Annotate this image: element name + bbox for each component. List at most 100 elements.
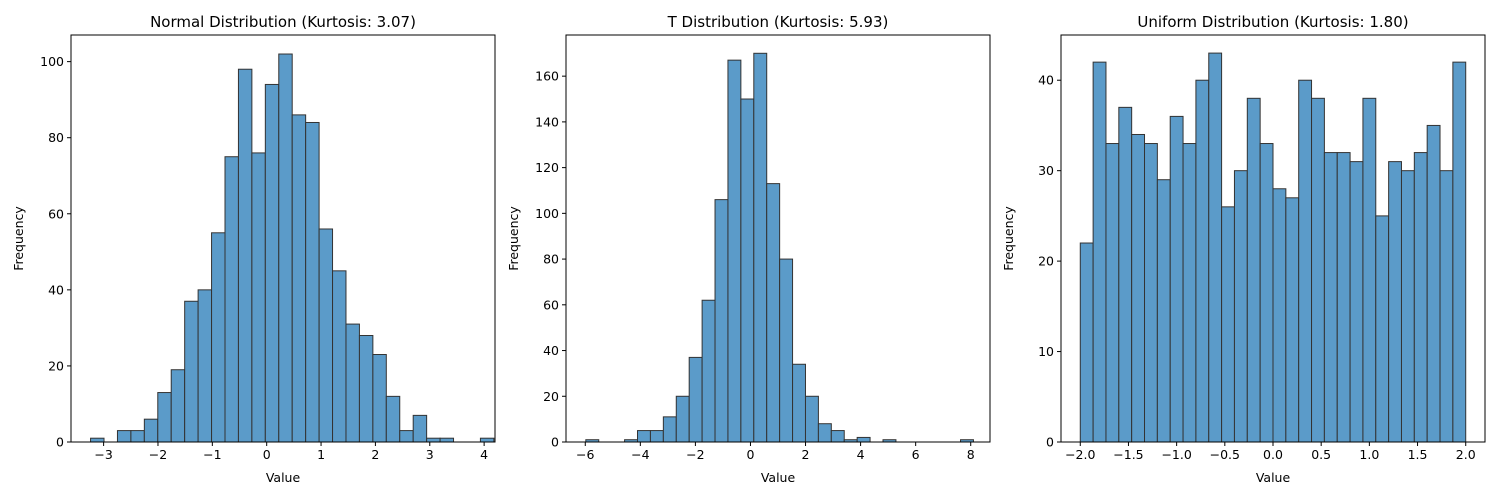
histogram-bar xyxy=(1118,106,1133,443)
y-tick-label: 0 xyxy=(1046,435,1054,450)
x-axis-label: Value xyxy=(266,470,301,485)
y-tick-label: 160 xyxy=(535,69,559,84)
histogram-bar xyxy=(1298,79,1313,443)
histogram-bar xyxy=(1182,143,1197,443)
histogram-bar xyxy=(90,437,105,443)
histogram-bar xyxy=(1144,143,1158,443)
histogram-bar xyxy=(1156,179,1171,443)
x-tick-label: 0.5 xyxy=(1311,447,1331,462)
histogram-bar xyxy=(1413,152,1428,443)
y-tick-label: 100 xyxy=(535,206,559,221)
histogram-bar xyxy=(372,354,387,443)
histogram-bar xyxy=(701,299,716,443)
histogram-bar xyxy=(714,199,729,443)
histogram-bar xyxy=(675,395,690,443)
histogram-bar xyxy=(1195,79,1210,443)
histogram-bar xyxy=(358,335,374,443)
x-tick-label: 1 xyxy=(317,447,325,462)
histogram-bar xyxy=(385,395,401,443)
histogram-bar xyxy=(1349,161,1364,443)
histogram-bar xyxy=(1336,152,1351,443)
histogram-bar xyxy=(1092,61,1107,443)
histogram-bar xyxy=(740,98,755,443)
y-tick-label: 80 xyxy=(48,130,64,145)
histogram-bar xyxy=(412,414,428,443)
histogram-bar xyxy=(237,68,253,443)
histogram-bar xyxy=(1169,115,1184,443)
histogram-bar xyxy=(479,437,495,443)
histogram-bar xyxy=(1259,143,1274,443)
histogram-bar xyxy=(1311,97,1325,443)
y-tick-label: 40 xyxy=(543,343,559,358)
histogram-bar xyxy=(1272,188,1287,443)
histogram-bar xyxy=(332,270,347,443)
histogram-bar xyxy=(399,430,414,443)
histogram-bar xyxy=(1323,152,1338,443)
x-tick-label: −2 xyxy=(149,447,167,462)
histogram-bar xyxy=(170,369,186,443)
y-tick-label: 20 xyxy=(1038,254,1054,269)
y-tick-label: 20 xyxy=(48,358,64,373)
y-tick-label: 60 xyxy=(543,297,559,312)
histogram-bar xyxy=(305,121,320,443)
x-tick-label: 2 xyxy=(371,447,379,462)
x-tick-label: −3 xyxy=(94,447,112,462)
chart-title: Normal Distribution (Kurtosis: 3.07) xyxy=(150,13,416,31)
histogram-bar xyxy=(779,258,794,443)
histogram-bar xyxy=(116,430,132,443)
histogram-bar xyxy=(345,323,360,443)
y-tick-label: 10 xyxy=(1038,344,1054,359)
y-tick-label: 60 xyxy=(48,206,64,221)
x-tick-label: 0 xyxy=(263,447,271,462)
axes-frame xyxy=(70,34,496,443)
y-tick-label: 40 xyxy=(48,282,64,297)
x-tick-label: 6 xyxy=(912,447,920,462)
histogram-bar xyxy=(1452,61,1467,443)
x-tick-label: 1.5 xyxy=(1408,447,1428,462)
axes-frame xyxy=(565,34,991,443)
y-axis-label: Frequency xyxy=(11,206,26,271)
histogram-bar xyxy=(688,356,703,443)
histogram-bar xyxy=(1079,242,1094,443)
subplot-3: −2.0 −1.5 −1.0 −0.5 0.0 0.5 1.0 1.5 2.0 0 10 20 30 40… xyxy=(1001,13,1486,485)
y-tick-label: 40 xyxy=(1038,73,1054,88)
histogram-bar xyxy=(264,83,280,443)
histogram-bar xyxy=(426,437,441,443)
y-tick-label: 140 xyxy=(535,114,559,129)
histogram-bar xyxy=(1439,170,1454,443)
y-tick-label: 120 xyxy=(535,160,559,175)
y-tick-label: 0 xyxy=(551,435,559,450)
x-axis-label: Value xyxy=(761,470,796,485)
histogram-bar xyxy=(224,156,239,443)
x-tick-label: 2.0 xyxy=(1456,447,1476,462)
histogram-bar xyxy=(143,418,159,443)
x-tick-label: −1.0 xyxy=(1161,447,1191,462)
y-tick-label: 30 xyxy=(1038,163,1054,178)
histogram-bar xyxy=(649,430,664,443)
histogram-bar xyxy=(1362,97,1377,443)
x-tick-label: 3 xyxy=(426,447,434,462)
histogram-bar xyxy=(157,392,172,443)
histogram-bar xyxy=(1208,52,1223,443)
histogram-bar xyxy=(1233,170,1248,443)
x-tick-label: −6 xyxy=(576,447,594,462)
histogram-bar xyxy=(197,289,213,443)
histogram-bar xyxy=(817,423,832,443)
histogram-bar xyxy=(856,436,871,443)
x-tick-label: −1 xyxy=(203,447,221,462)
x-tick-label: −4 xyxy=(631,447,649,462)
histogram-bar xyxy=(211,232,226,443)
histogram-bar xyxy=(1388,161,1402,443)
x-tick-label: −1.5 xyxy=(1113,447,1143,462)
y-axis-label: Frequency xyxy=(506,206,521,271)
histogram-bar xyxy=(278,53,293,443)
histogram-bar xyxy=(637,430,651,443)
x-tick-label: 2 xyxy=(802,447,810,462)
x-tick-label: −2 xyxy=(686,447,704,462)
x-tick-label: 0.0 xyxy=(1263,447,1283,462)
histogram-bar xyxy=(1400,170,1415,443)
histogram-bar xyxy=(1105,143,1120,443)
x-tick-label: 8 xyxy=(967,447,975,462)
